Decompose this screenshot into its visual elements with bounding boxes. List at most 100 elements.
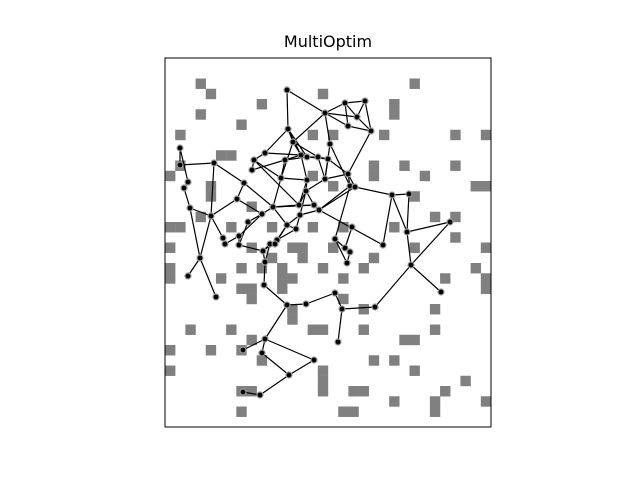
obstacle-cell [297, 252, 308, 264]
obstacle-cell [226, 222, 237, 233]
obstacle-cell [480, 283, 492, 294]
obstacle-cell [256, 99, 268, 110]
obstacle-cell [236, 406, 247, 417]
obstacles-layer [165, 78, 492, 417]
obstacle-cell [470, 263, 482, 274]
graph-edge [242, 338, 266, 351]
graph-edge [299, 190, 307, 216]
graph-node [321, 175, 329, 183]
graph-node [240, 179, 248, 187]
obstacle-cell [440, 386, 451, 397]
graph-node [353, 113, 361, 121]
graph-node [314, 153, 322, 161]
graph-node [324, 155, 332, 163]
graph-edge [406, 221, 451, 233]
obstacle-cell [226, 324, 237, 335]
obstacle-cell [480, 273, 492, 284]
graph-node [346, 248, 354, 256]
obstacle-cell [256, 263, 268, 274]
obstacle-cell [195, 78, 206, 89]
obstacle-cell [338, 222, 349, 233]
obstacle-cell [358, 263, 369, 274]
graph-node [331, 235, 339, 243]
obstacle-cell [226, 150, 237, 161]
graph-node [303, 176, 311, 184]
graph-node [261, 335, 269, 343]
obstacle-cell [399, 334, 410, 346]
graph-node [258, 349, 266, 357]
obstacle-cell [165, 365, 176, 376]
graph-node [239, 388, 247, 396]
graph-edge [292, 141, 319, 158]
obstacle-cell [317, 263, 329, 274]
graph-edge [327, 158, 349, 175]
graph-node [281, 156, 289, 164]
obstacle-cell [368, 170, 380, 182]
obstacle-cell [358, 386, 369, 397]
graph-edge [199, 215, 212, 259]
graph-node [326, 140, 334, 148]
obstacle-cell [317, 324, 329, 335]
graph-edge [337, 308, 343, 343]
graph-edge [305, 292, 336, 305]
obstacle-cell [338, 406, 349, 417]
graph-node [285, 371, 293, 379]
graph-edge [292, 112, 326, 143]
obstacle-cell [195, 211, 206, 223]
graph-node [338, 305, 346, 313]
figure-title: MultiOptim [283, 32, 373, 51]
graph-edge [272, 204, 315, 208]
obstacle-cell [165, 242, 176, 253]
graph-edge [210, 162, 215, 217]
graph-edge [344, 102, 349, 127]
graph-node [302, 300, 310, 308]
obstacle-cell [287, 314, 298, 325]
obstacle-cell [328, 242, 339, 253]
graph-edge [324, 102, 346, 114]
obstacle-cell [429, 324, 441, 335]
obstacle-cell [256, 355, 268, 366]
obstacle-cell [480, 242, 492, 253]
graph-edge [189, 207, 201, 259]
graph-edge [305, 178, 326, 192]
graph-edge [179, 147, 189, 183]
obstacle-cell [348, 386, 359, 397]
graph-node [303, 153, 311, 161]
graph-node [260, 281, 268, 289]
obstacle-cell [409, 365, 420, 376]
graph-edge [300, 154, 308, 181]
graph-node [446, 218, 454, 226]
obstacle-cell [460, 375, 471, 387]
obstacle-cell [389, 99, 400, 110]
graph-node [283, 301, 291, 309]
plot-frame [164, 57, 492, 428]
obstacle-cell [338, 273, 349, 284]
graph-node [212, 293, 220, 301]
graph-node [295, 201, 303, 209]
graph-edge [334, 185, 351, 240]
graph-node [344, 122, 352, 130]
obstacle-cell [205, 191, 217, 202]
graph-node [379, 241, 387, 249]
graph-edge [410, 264, 442, 293]
obstacle-cell [450, 211, 461, 223]
graph-edge [324, 112, 331, 145]
obstacle-cell [348, 406, 359, 417]
graph-node [261, 149, 269, 157]
graph-node [235, 232, 243, 240]
obstacle-cell [175, 129, 186, 141]
graph-node [239, 346, 247, 354]
graph-edge [317, 156, 326, 180]
graph-edge [213, 162, 245, 184]
graph-node [310, 356, 318, 364]
obstacle-cell [205, 88, 217, 100]
graph-edge [334, 238, 348, 264]
obstacle-cell [266, 252, 278, 264]
graph-edge [253, 159, 282, 179]
obstacle-cell [328, 181, 339, 192]
graph-edge [347, 125, 372, 132]
graph-node [403, 228, 411, 236]
obstacle-cell [205, 345, 217, 356]
graph-node [388, 191, 396, 199]
